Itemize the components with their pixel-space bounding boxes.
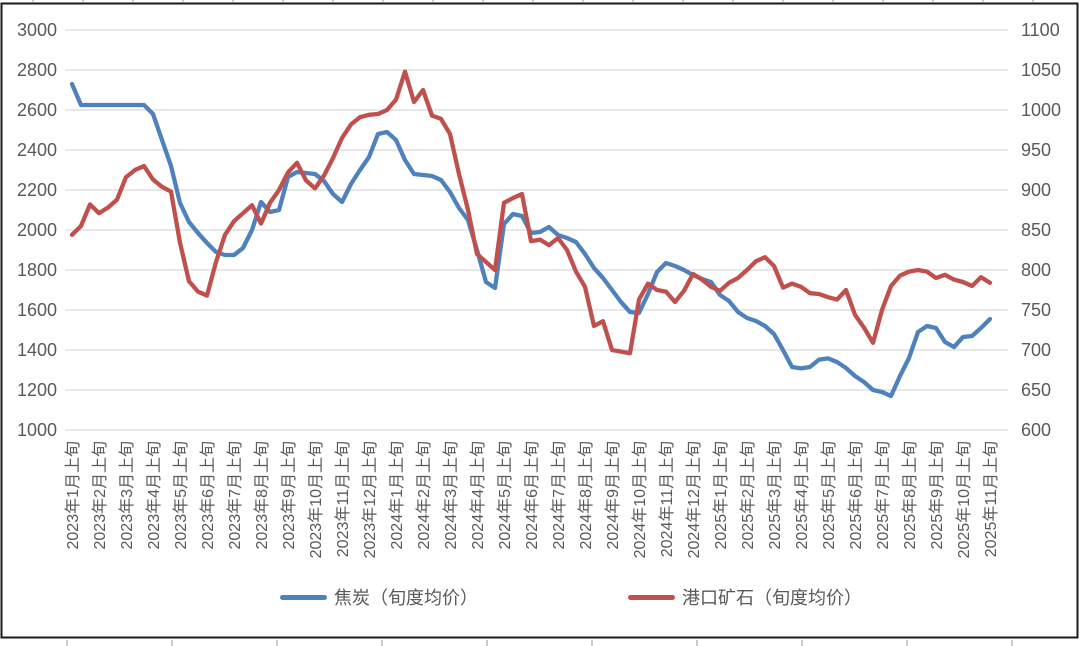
x-axis-tick-label: 2024年9月上旬 — [604, 441, 622, 550]
x-axis-tick-label: 2025年7月上旬 — [874, 441, 892, 550]
x-axis-tick-label: 2023年1月上旬 — [64, 441, 82, 550]
x-axis-tick-label: 2024年4月上旬 — [469, 441, 487, 550]
y-axis-left-tick-label: 1800 — [17, 260, 57, 280]
x-axis-tick-label: 2024年1月上旬 — [388, 441, 406, 550]
x-axis-tick-label: 2024年11月上旬 — [658, 441, 676, 557]
y-axis-right-tick-label: 800 — [1021, 260, 1051, 280]
x-axis-tick-label: 2024年10月上旬 — [631, 441, 649, 558]
y-axis-right-tick-label: 850 — [1021, 220, 1051, 240]
x-axis-tick-label: 2025年1月上旬 — [712, 441, 730, 550]
x-axis-tick-label: 2025年11月上旬 — [982, 441, 1000, 557]
y-axis-right-tick-label: 650 — [1021, 380, 1051, 400]
y-axis-left-tick-label: 1400 — [17, 340, 57, 360]
x-axis-tick-label: 2025年5月上旬 — [820, 441, 838, 550]
x-axis-tick-label: 2025年6月上旬 — [847, 441, 865, 550]
x-axis-tick-label: 2023年9月上旬 — [280, 441, 298, 550]
x-axis-tick-label: 2024年5月上旬 — [496, 441, 514, 550]
ore-price-line — [69, 69, 993, 356]
x-axis-tick-label: 2025年4月上旬 — [793, 441, 811, 550]
y-axis-right-tick-label: 600 — [1021, 420, 1051, 440]
x-axis-tick-label: 2023年10月上旬 — [307, 441, 325, 558]
x-axis-tick-label: 2025年3月上旬 — [766, 441, 784, 550]
coke-line-swatch — [280, 594, 327, 600]
y-axis-right-tick-label: 750 — [1021, 300, 1051, 320]
x-axis-tick-label: 2023年11月上旬 — [334, 441, 352, 557]
y-axis-left-tick-label: 1600 — [17, 300, 57, 320]
x-axis-tick-label: 2024年12月上旬 — [685, 441, 703, 558]
x-axis-tick-label: 2023年8月上旬 — [253, 441, 271, 550]
y-axis-right-tick-label: 950 — [1021, 140, 1051, 160]
y-axis-right-tick-label: 1050 — [1021, 60, 1061, 80]
y-axis-left-tick-label: 1200 — [17, 380, 57, 400]
y-axis-left-tick-label: 2600 — [17, 100, 57, 120]
legend-item-coke: 焦炭（旬度均价） — [280, 585, 478, 609]
x-axis-tick-label: 2024年6月上旬 — [523, 441, 541, 550]
y-axis-left-tick-label: 1000 — [17, 420, 57, 440]
ore-line-swatch — [628, 594, 675, 600]
x-axis-tick-label: 2023年6月上旬 — [199, 441, 217, 550]
y-axis-left-tick-label: 2200 — [17, 180, 57, 200]
y-axis-right-tick-label: 700 — [1021, 340, 1051, 360]
x-axis-tick-label: 2024年7月上旬 — [550, 441, 568, 550]
x-axis-tick-label: 2023年3月上旬 — [118, 441, 136, 550]
x-axis-tick-label: 2025年2月上旬 — [739, 441, 757, 550]
x-axis-tick-label: 2023年12月上旬 — [361, 441, 379, 558]
x-axis-tick-label: 2025年10月上旬 — [955, 441, 973, 558]
x-axis-tick-label: 2025年9月上旬 — [928, 441, 946, 550]
y-axis-left-tick-label: 2800 — [17, 60, 57, 80]
x-axis-tick-label: 2024年3月上旬 — [442, 441, 460, 550]
y-axis-left-tick-label: 3000 — [17, 20, 57, 40]
y-axis-left-tick-label: 2400 — [17, 140, 57, 160]
x-axis-tick-label: 2024年2月上旬 — [415, 441, 433, 550]
x-axis-tick-label: 2023年4月上旬 — [145, 441, 163, 550]
y-axis-right-tick-label: 1000 — [1021, 100, 1061, 120]
legend-label-ore: 港口矿石（旬度均价） — [682, 588, 862, 608]
x-axis-tick-label: 2023年7月上旬 — [226, 441, 244, 550]
y-axis-left-tick-label: 2000 — [17, 220, 57, 240]
legend-label-coke: 焦炭（旬度均价） — [334, 588, 478, 608]
x-axis-tick-label: 2025年8月上旬 — [901, 441, 919, 550]
x-axis-tick-label: 2023年2月上旬 — [91, 441, 109, 550]
x-axis-tick-label: 2023年5月上旬 — [172, 441, 190, 550]
legend-item-ore: 港口矿石（旬度均价） — [628, 585, 862, 609]
y-axis-right-tick-label: 1100 — [1021, 20, 1060, 40]
y-axis-right-tick-label: 900 — [1021, 180, 1051, 200]
x-axis-tick-label: 2024年8月上旬 — [577, 441, 595, 550]
